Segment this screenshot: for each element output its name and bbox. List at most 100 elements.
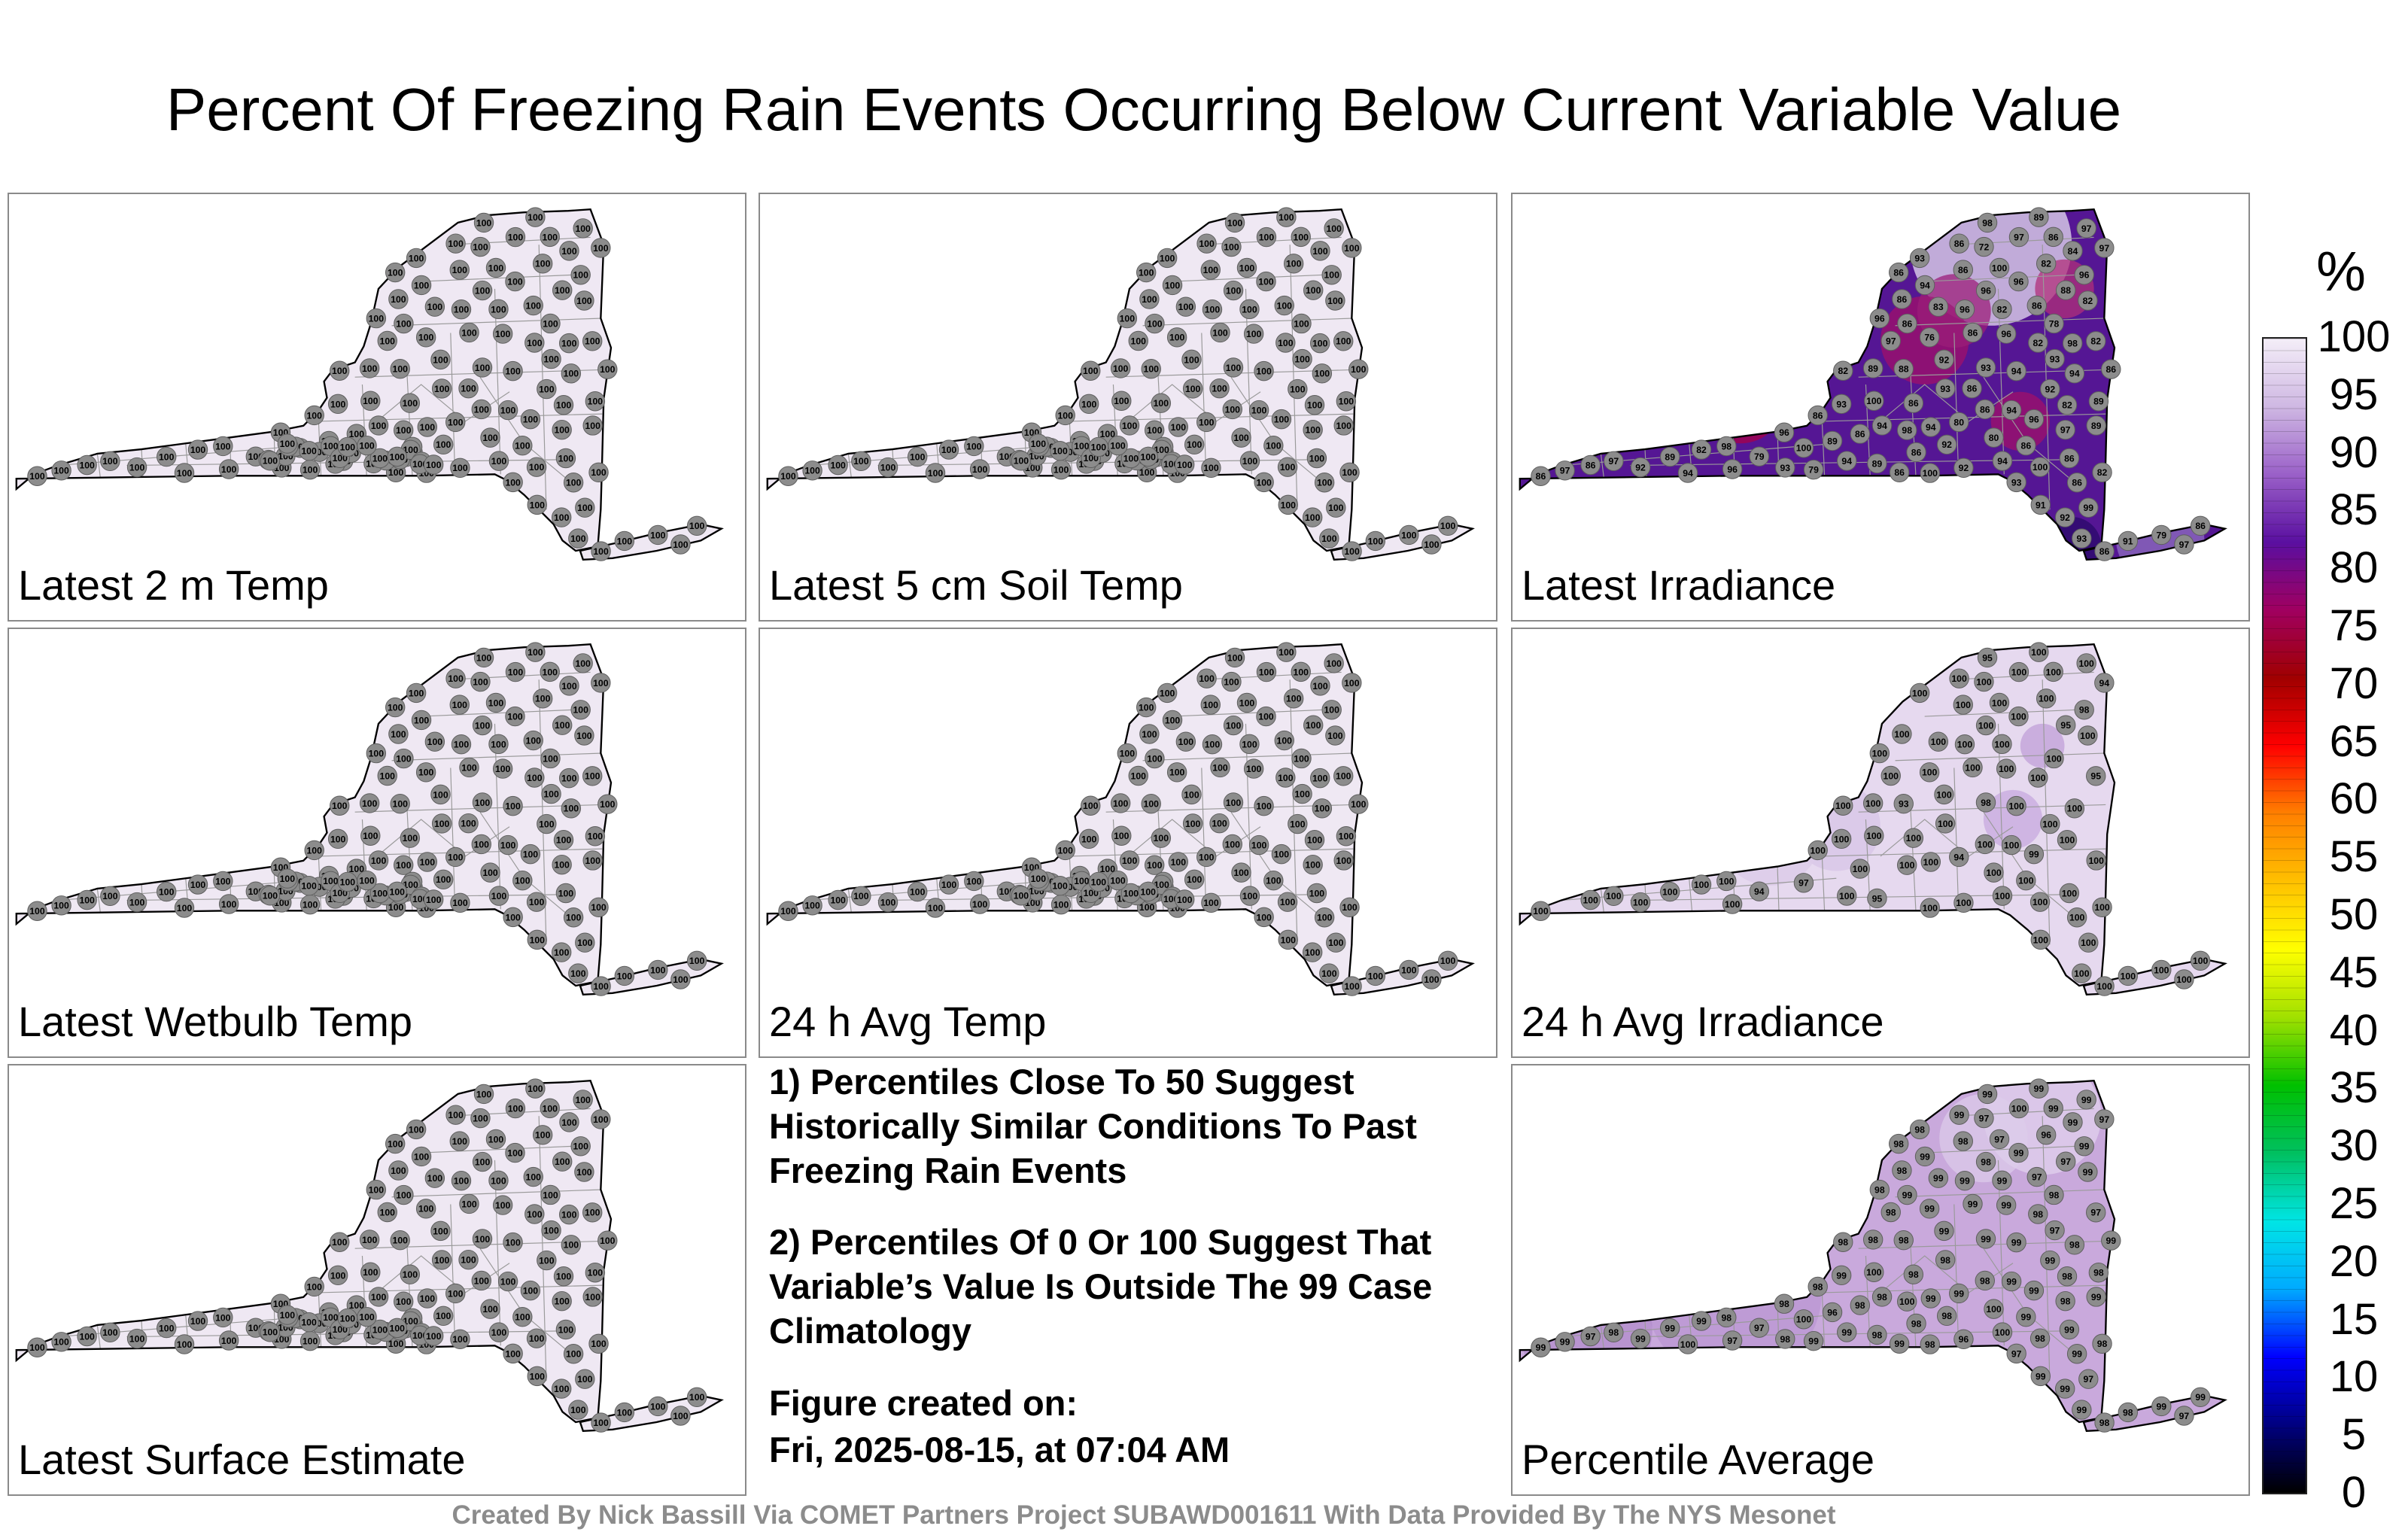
colorbar-tick-label: 35 — [2329, 1063, 2379, 1113]
station-value: 100 — [505, 477, 521, 488]
station-value: 86 — [2032, 300, 2042, 311]
colorbar-tick-label: 90 — [2329, 427, 2379, 477]
colorbar-unit: % — [2316, 240, 2366, 302]
county-line — [1895, 318, 2106, 327]
station-value: 100 — [1906, 833, 1922, 843]
station-value: 100 — [1014, 456, 1029, 467]
station-value: 98 — [1941, 1311, 1952, 1321]
station-value: 100 — [129, 1333, 145, 1344]
station-value: 100 — [1281, 500, 1297, 510]
station-marker — [1909, 1119, 1930, 1140]
station-marker — [472, 357, 493, 378]
station-value: 100 — [1242, 304, 1257, 315]
station-value: 100 — [1999, 764, 2014, 774]
station-marker — [2040, 1250, 2060, 1271]
station-value: 98 — [1780, 1334, 1790, 1345]
station-marker — [2092, 462, 2112, 483]
station-marker — [2074, 1136, 2094, 1157]
station-value: 100 — [396, 318, 412, 329]
station-marker — [304, 405, 324, 426]
station-marker — [1949, 1283, 1969, 1304]
station-value: 100 — [593, 678, 609, 688]
station-marker — [1949, 847, 1969, 868]
station-marker — [2094, 541, 2115, 561]
station-marker — [451, 299, 472, 320]
station-marker — [555, 883, 576, 904]
station-marker — [1833, 795, 1853, 816]
station-value: 100 — [1326, 223, 1342, 234]
station-marker — [385, 697, 406, 718]
station-value: 100 — [2011, 711, 2026, 722]
station-marker — [526, 457, 547, 477]
station-value: 100 — [1256, 801, 1272, 812]
map-panel-24h-avg-temp: 24 h Avg Temp 100 100 100 100 100 100 100 100 10… — [759, 628, 1497, 1058]
station-value: 100 — [1342, 467, 1358, 478]
station-marker — [1055, 405, 1075, 426]
station-marker — [1319, 963, 1339, 983]
colorbar-tick-label: 100 — [2317, 312, 2391, 361]
station-marker — [423, 454, 444, 475]
station-marker — [213, 436, 233, 457]
colorbar-tick-label: 45 — [2329, 947, 2379, 997]
station-marker — [2008, 271, 2029, 292]
station-value: 99 — [1836, 1270, 1847, 1281]
station-marker — [1903, 393, 1924, 413]
station-marker — [2066, 473, 2087, 493]
station-marker — [614, 1402, 635, 1423]
station-value: 100 — [1123, 888, 1139, 898]
station-value: 100 — [215, 1312, 231, 1323]
station-value: 96 — [2001, 329, 2011, 339]
station-marker — [1949, 412, 1969, 433]
station-marker — [964, 436, 984, 457]
station-value: 100 — [2060, 835, 2075, 846]
station-value: 100 — [593, 1114, 609, 1125]
colorbar-tick-label: 10 — [2329, 1352, 2379, 1402]
station-value: 100 — [388, 902, 404, 913]
credit-line: Created By Nick Bassill Via COMET Partne… — [451, 1500, 1836, 1530]
station-value: 100 — [505, 912, 521, 923]
station-marker — [450, 1329, 470, 1349]
station-value: 100 — [301, 1318, 317, 1328]
station-value: 100 — [301, 881, 317, 892]
station-value: 100 — [585, 421, 601, 431]
station-marker — [1050, 440, 1070, 461]
station-value: 100 — [689, 1392, 705, 1403]
station-value: 100 — [1258, 711, 1274, 722]
station-value: 98 — [2079, 705, 2090, 716]
station-marker — [2055, 1290, 2075, 1312]
station-marker — [304, 1276, 324, 1297]
station-value: 100 — [177, 903, 193, 913]
station-value: 100 — [1583, 895, 1598, 905]
station-marker — [1775, 457, 1795, 478]
station-value: 99 — [2072, 1349, 2082, 1360]
station-value: 100 — [1242, 739, 1257, 749]
station-marker — [433, 1306, 454, 1327]
station-value: 100 — [436, 439, 451, 450]
station-value: 100 — [1278, 647, 1294, 658]
station-marker — [2094, 1412, 2115, 1433]
station-marker — [2008, 706, 2029, 727]
station-value: 100 — [418, 768, 434, 778]
station-value: 100 — [505, 801, 521, 812]
station-value: 100 — [1165, 280, 1181, 290]
shading-blob — [1601, 391, 1660, 451]
station-value: 99 — [2105, 1236, 2116, 1246]
station-marker — [472, 792, 493, 813]
shading-blob — [1542, 377, 1601, 436]
station-value: 100 — [593, 243, 609, 254]
station-value: 86 — [1908, 398, 1919, 409]
notes-block: 1) Percentiles Close To 50 Suggest Histo… — [769, 1059, 1476, 1473]
station-marker — [2078, 932, 2099, 953]
station-value: 86 — [2099, 546, 2110, 557]
station-value: 100 — [554, 860, 570, 871]
station-value: 100 — [420, 857, 436, 868]
station-marker — [563, 1344, 584, 1364]
station-marker — [2078, 1162, 2098, 1182]
station-value: 96 — [2041, 1130, 2051, 1141]
station-marker — [187, 874, 208, 895]
station-marker — [459, 322, 479, 343]
station-value: 100 — [2018, 876, 2034, 886]
station-value: 100 — [452, 463, 468, 473]
station-value: 98 — [1902, 425, 1912, 436]
station-value: 100 — [1719, 876, 1735, 886]
